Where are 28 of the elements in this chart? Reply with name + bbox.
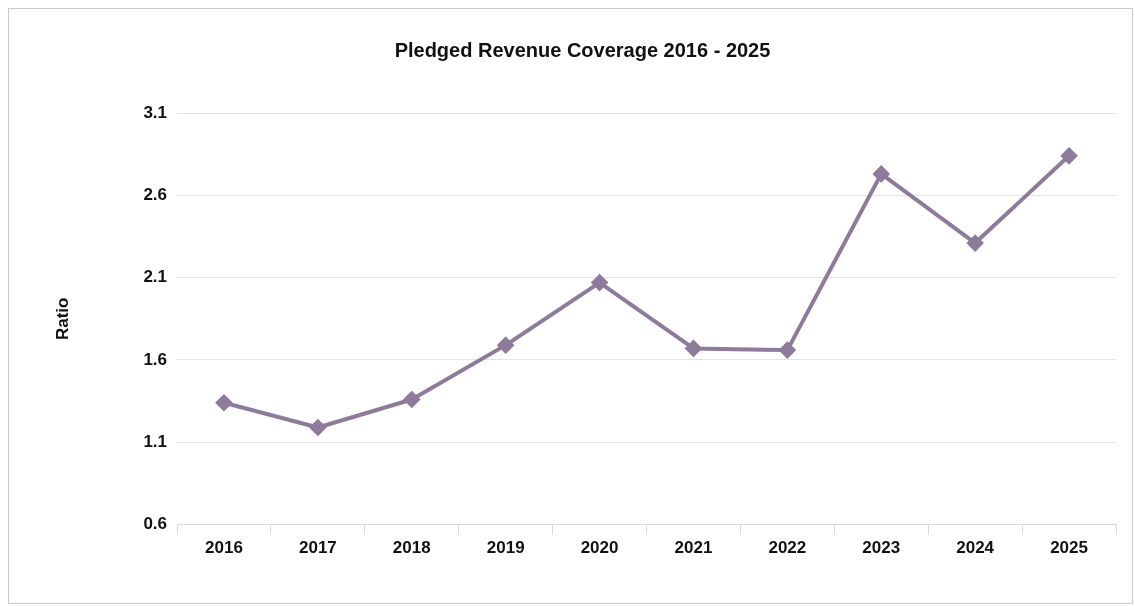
point [591, 274, 608, 291]
y-axis-title: Ratio [52, 297, 72, 341]
point [497, 337, 514, 354]
point [403, 391, 420, 408]
y-tick-label: 0.6 [143, 514, 168, 534]
x-tick-label: 2020 [580, 538, 619, 558]
point [967, 235, 984, 252]
point [1061, 147, 1078, 164]
point [215, 394, 232, 411]
x-tick-label: 2016 [205, 538, 243, 558]
y-tick-label: 1.6 [143, 349, 168, 369]
chart-title: Pledged Revenue Coverage 2016 - 2025 [394, 38, 771, 61]
x-tick-label: 2017 [298, 538, 337, 558]
y-tick-label: 2.1 [143, 267, 168, 287]
point [309, 419, 326, 436]
x-tick-label: 2023 [862, 538, 901, 558]
y-tick-label: 1.1 [143, 431, 168, 451]
point [779, 342, 796, 359]
point [685, 340, 702, 357]
x-tick-label: 2022 [768, 538, 807, 558]
x-tick-label: 2018 [392, 538, 431, 558]
y-tick-label: 2.6 [143, 185, 168, 205]
x-tick-label: 2019 [486, 538, 525, 558]
x-tick-label: 2024 [956, 538, 995, 558]
x-tick-label: 2021 [674, 538, 713, 558]
x-tick-label: 2025 [1050, 538, 1088, 558]
point [873, 165, 890, 182]
y-tick-label: 3.1 [143, 102, 168, 122]
